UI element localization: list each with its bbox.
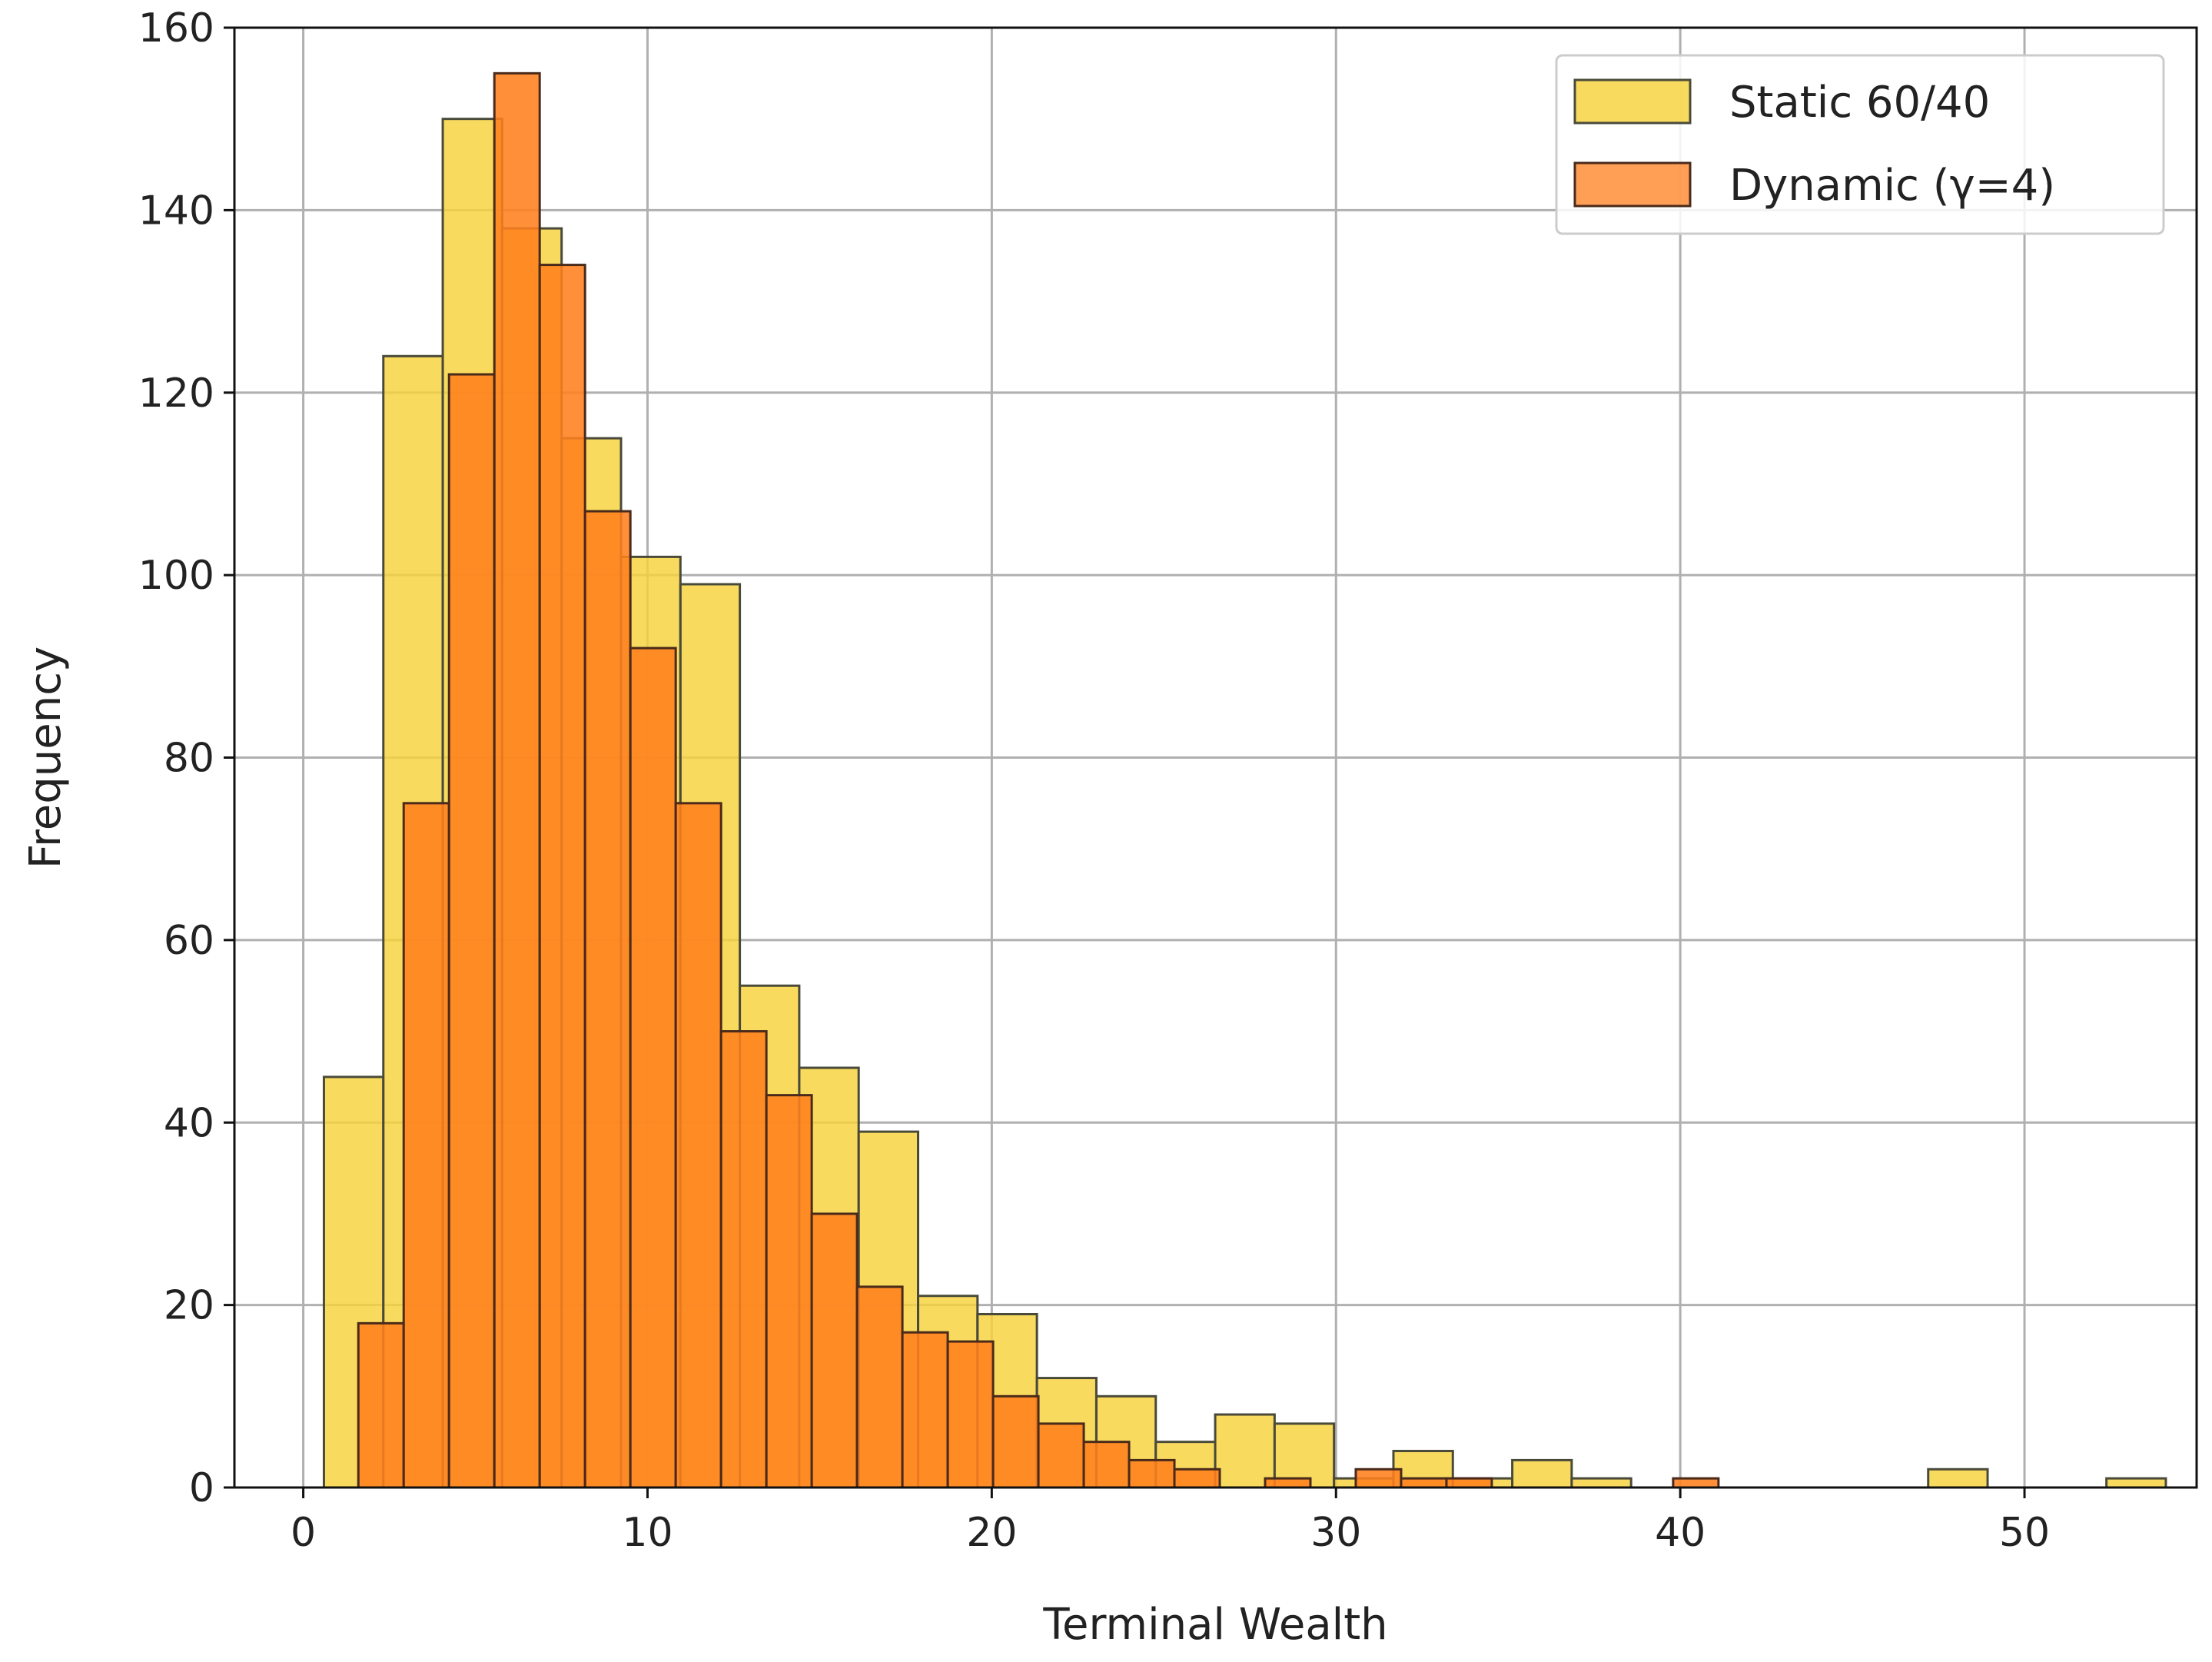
legend: Static 60/40 Dynamic (γ=4) [1555, 54, 2165, 235]
y-tick-label: 20 [164, 1283, 214, 1329]
bar [674, 802, 722, 1489]
bar [1173, 1468, 1221, 1489]
legend-swatch-static [1573, 78, 1692, 125]
bar [810, 1212, 859, 1489]
bar [901, 1331, 949, 1489]
bar [946, 1340, 995, 1489]
bar [538, 264, 586, 1489]
legend-label-dynamic: Dynamic (γ=4) [1729, 161, 2055, 211]
bar [1445, 1477, 1493, 1489]
y-tick-label: 0 [189, 1465, 214, 1511]
x-tick-label: 40 [1655, 1510, 1705, 1556]
bar [402, 802, 450, 1489]
bar [991, 1394, 1040, 1489]
bar [447, 373, 496, 1489]
legend-swatch-dynamic [1573, 161, 1692, 208]
legend-box [1555, 54, 2165, 235]
bar [357, 1321, 405, 1489]
x-tick-label: 10 [622, 1510, 673, 1556]
y-tick-label: 60 [164, 918, 214, 964]
y-tick-label: 80 [164, 736, 214, 782]
x-tick-label: 20 [966, 1510, 1017, 1556]
bar [1128, 1458, 1176, 1489]
y-tick-label: 160 [138, 5, 214, 52]
bar [1927, 1468, 1989, 1489]
axis-ticks: 0 10 20 30 40 50 0 20 40 60 80 100 120 140 160 [138, 5, 2050, 1556]
series-1-bars [357, 71, 1720, 1489]
bar [1511, 1458, 1573, 1489]
x-tick-label: 30 [1310, 1510, 1361, 1556]
bar [583, 510, 632, 1489]
bar [2105, 1477, 2167, 1489]
bar [1354, 1468, 1403, 1489]
y-tick-label: 120 [138, 371, 214, 417]
legend-label-static: Static 60/40 [1729, 78, 1990, 128]
bar [719, 1030, 768, 1489]
bar [1570, 1477, 1632, 1489]
bar [493, 71, 541, 1489]
y-tick-label: 140 [138, 188, 214, 234]
x-axis-title: Terminal Wealth [1042, 1600, 1387, 1650]
bar [1400, 1477, 1448, 1489]
histogram-bars [322, 71, 2167, 1489]
y-tick-label: 40 [164, 1100, 214, 1146]
bar [855, 1285, 904, 1489]
x-tick-label: 50 [1999, 1510, 2050, 1556]
x-tick-label: 0 [291, 1510, 316, 1556]
bar [1672, 1477, 1720, 1489]
bar [1082, 1441, 1131, 1489]
bar [1264, 1477, 1312, 1489]
y-tick-label: 100 [138, 553, 214, 599]
bar [765, 1094, 813, 1489]
bar [1214, 1413, 1276, 1489]
bar [629, 647, 677, 1489]
y-axis-title: Frequency [21, 647, 71, 869]
bar [1273, 1422, 1336, 1489]
bar [1037, 1422, 1085, 1489]
